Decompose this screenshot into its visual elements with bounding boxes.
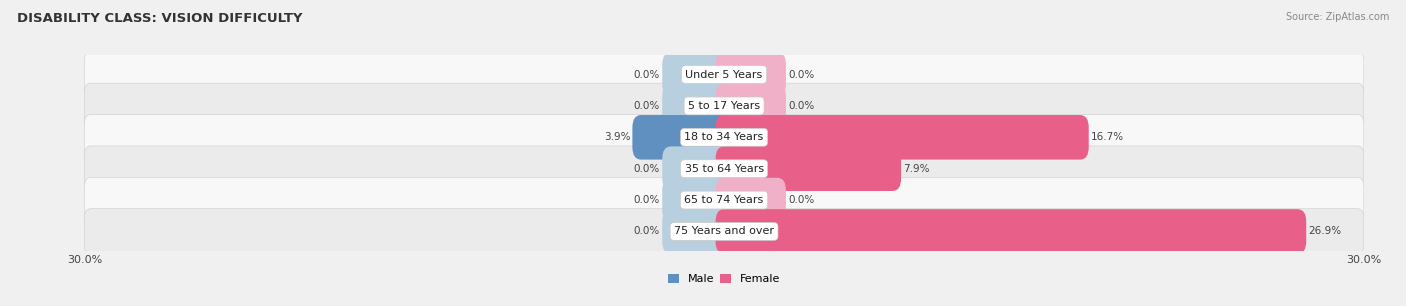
Text: 3.9%: 3.9%: [603, 132, 630, 142]
Text: 7.9%: 7.9%: [903, 164, 929, 174]
Legend: Male, Female: Male, Female: [664, 269, 785, 289]
Text: 18 to 34 Years: 18 to 34 Years: [685, 132, 763, 142]
FancyBboxPatch shape: [716, 178, 786, 222]
Text: 0.0%: 0.0%: [634, 101, 661, 111]
Text: 0.0%: 0.0%: [787, 195, 814, 205]
FancyBboxPatch shape: [84, 52, 1364, 97]
FancyBboxPatch shape: [84, 146, 1364, 192]
FancyBboxPatch shape: [662, 84, 733, 128]
Text: 0.0%: 0.0%: [787, 69, 814, 80]
FancyBboxPatch shape: [84, 114, 1364, 160]
FancyBboxPatch shape: [84, 209, 1364, 254]
Text: 65 to 74 Years: 65 to 74 Years: [685, 195, 763, 205]
FancyBboxPatch shape: [716, 84, 786, 128]
FancyBboxPatch shape: [633, 115, 733, 160]
Text: 35 to 64 Years: 35 to 64 Years: [685, 164, 763, 174]
FancyBboxPatch shape: [662, 52, 733, 97]
Text: Source: ZipAtlas.com: Source: ZipAtlas.com: [1285, 12, 1389, 22]
Text: 0.0%: 0.0%: [634, 164, 661, 174]
FancyBboxPatch shape: [84, 83, 1364, 129]
Text: 0.0%: 0.0%: [634, 195, 661, 205]
FancyBboxPatch shape: [662, 146, 733, 191]
Text: 0.0%: 0.0%: [634, 226, 661, 237]
Text: 0.0%: 0.0%: [787, 101, 814, 111]
Text: Under 5 Years: Under 5 Years: [686, 69, 762, 80]
Text: DISABILITY CLASS: VISION DIFFICULTY: DISABILITY CLASS: VISION DIFFICULTY: [17, 12, 302, 25]
Text: 0.0%: 0.0%: [634, 69, 661, 80]
Text: 5 to 17 Years: 5 to 17 Years: [688, 101, 761, 111]
FancyBboxPatch shape: [662, 209, 733, 254]
FancyBboxPatch shape: [716, 146, 901, 191]
FancyBboxPatch shape: [716, 115, 1088, 160]
Text: 26.9%: 26.9%: [1309, 226, 1341, 237]
FancyBboxPatch shape: [84, 177, 1364, 223]
Text: 75 Years and over: 75 Years and over: [673, 226, 775, 237]
FancyBboxPatch shape: [716, 52, 786, 97]
FancyBboxPatch shape: [716, 209, 1306, 254]
FancyBboxPatch shape: [662, 178, 733, 222]
Text: 16.7%: 16.7%: [1091, 132, 1123, 142]
